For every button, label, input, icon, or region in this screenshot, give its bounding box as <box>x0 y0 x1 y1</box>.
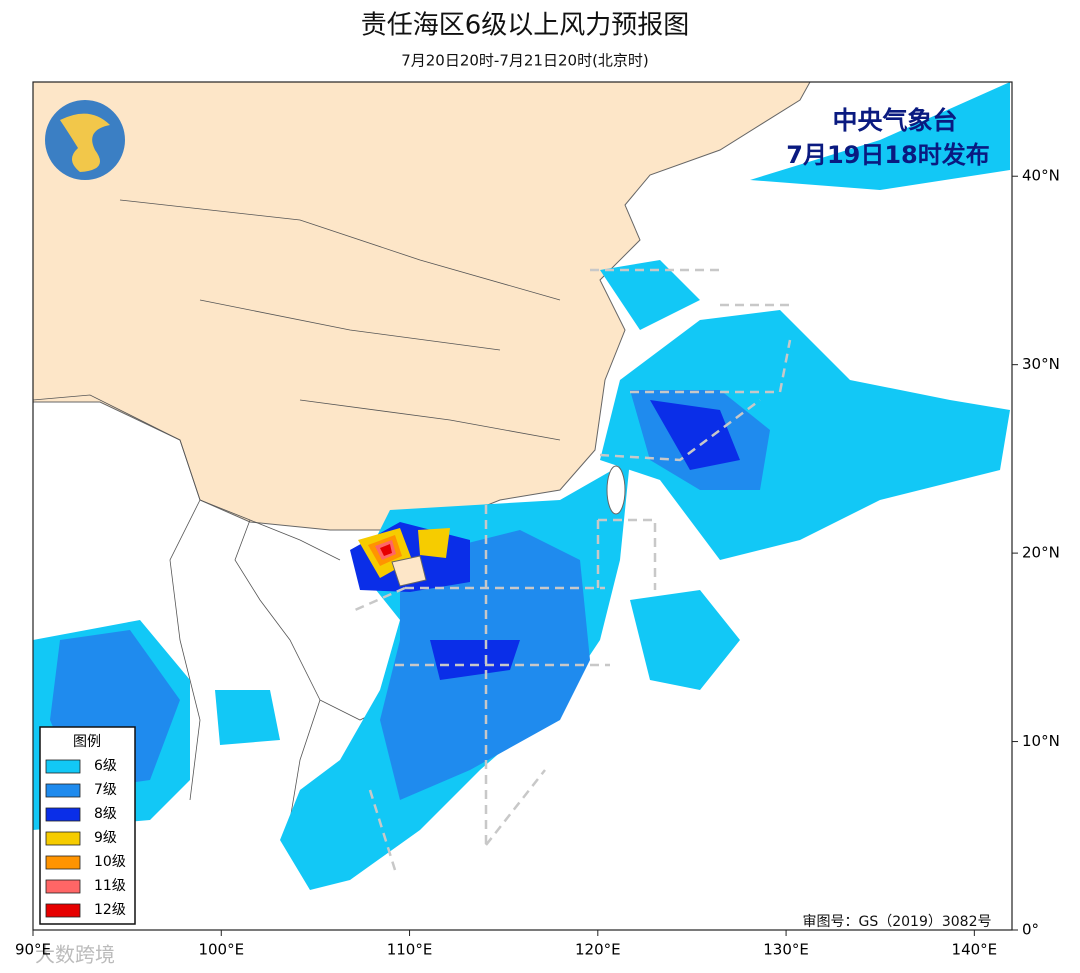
wind-12 <box>380 544 392 556</box>
y-tick-label: 0° <box>1022 921 1039 939</box>
logo <box>45 100 125 180</box>
legend-swatch <box>45 759 81 774</box>
y-tick-label: 10°N <box>1022 732 1060 750</box>
map-area <box>32 81 1013 931</box>
wind-7 <box>50 390 770 800</box>
x-tick-label: 140°E <box>952 941 998 959</box>
approval-number: 审图号：GS（2019）3082号 <box>803 914 992 930</box>
legend-swatch <box>45 879 81 894</box>
legend-title: 图例 <box>73 734 101 750</box>
legend-swatch <box>45 831 81 846</box>
title: 责任海区6级以上风力预报图 <box>361 11 690 41</box>
issue-time: 7月19日18时发布 <box>786 141 990 169</box>
legend-swatch <box>45 807 81 822</box>
x-tick-label: 100°E <box>198 941 244 959</box>
provinces <box>119 199 561 441</box>
x-tick-label: 130°E <box>763 941 809 959</box>
subtitle: 7月20日20时-7月21日20时(北京时) <box>401 52 649 70</box>
watermark: 大数跨境 <box>35 943 115 967</box>
legend-swatch <box>45 903 81 918</box>
legend-box <box>39 726 136 925</box>
legend-swatch <box>45 855 81 870</box>
logo-mark <box>60 113 110 172</box>
legend-label: 9级 <box>94 830 117 846</box>
legend-label: 8级 <box>94 806 117 822</box>
taiwan <box>606 465 626 515</box>
legend-swatch <box>45 783 81 798</box>
borders <box>32 394 401 821</box>
sea-area-lines <box>354 268 792 871</box>
y-tick-label: 20°N <box>1022 544 1060 562</box>
y-tick-label: 30°N <box>1022 355 1060 373</box>
y-tick-label: 40°N <box>1022 167 1060 185</box>
x-tick-label: 90°E <box>15 941 51 959</box>
legend: 图例 <box>39 726 136 925</box>
x-tick-label: 120°E <box>575 941 621 959</box>
legend-label: 10级 <box>94 854 126 870</box>
legend-label: 11级 <box>94 878 126 894</box>
map-frame <box>32 81 1013 931</box>
legend-label: 7级 <box>94 782 117 798</box>
hainan <box>391 555 427 587</box>
legend-label: 12级 <box>94 902 126 918</box>
legend-label: 6级 <box>94 758 117 774</box>
issuer: 中央气象台 <box>832 106 957 135</box>
x-tick-label: 110°E <box>387 941 433 959</box>
